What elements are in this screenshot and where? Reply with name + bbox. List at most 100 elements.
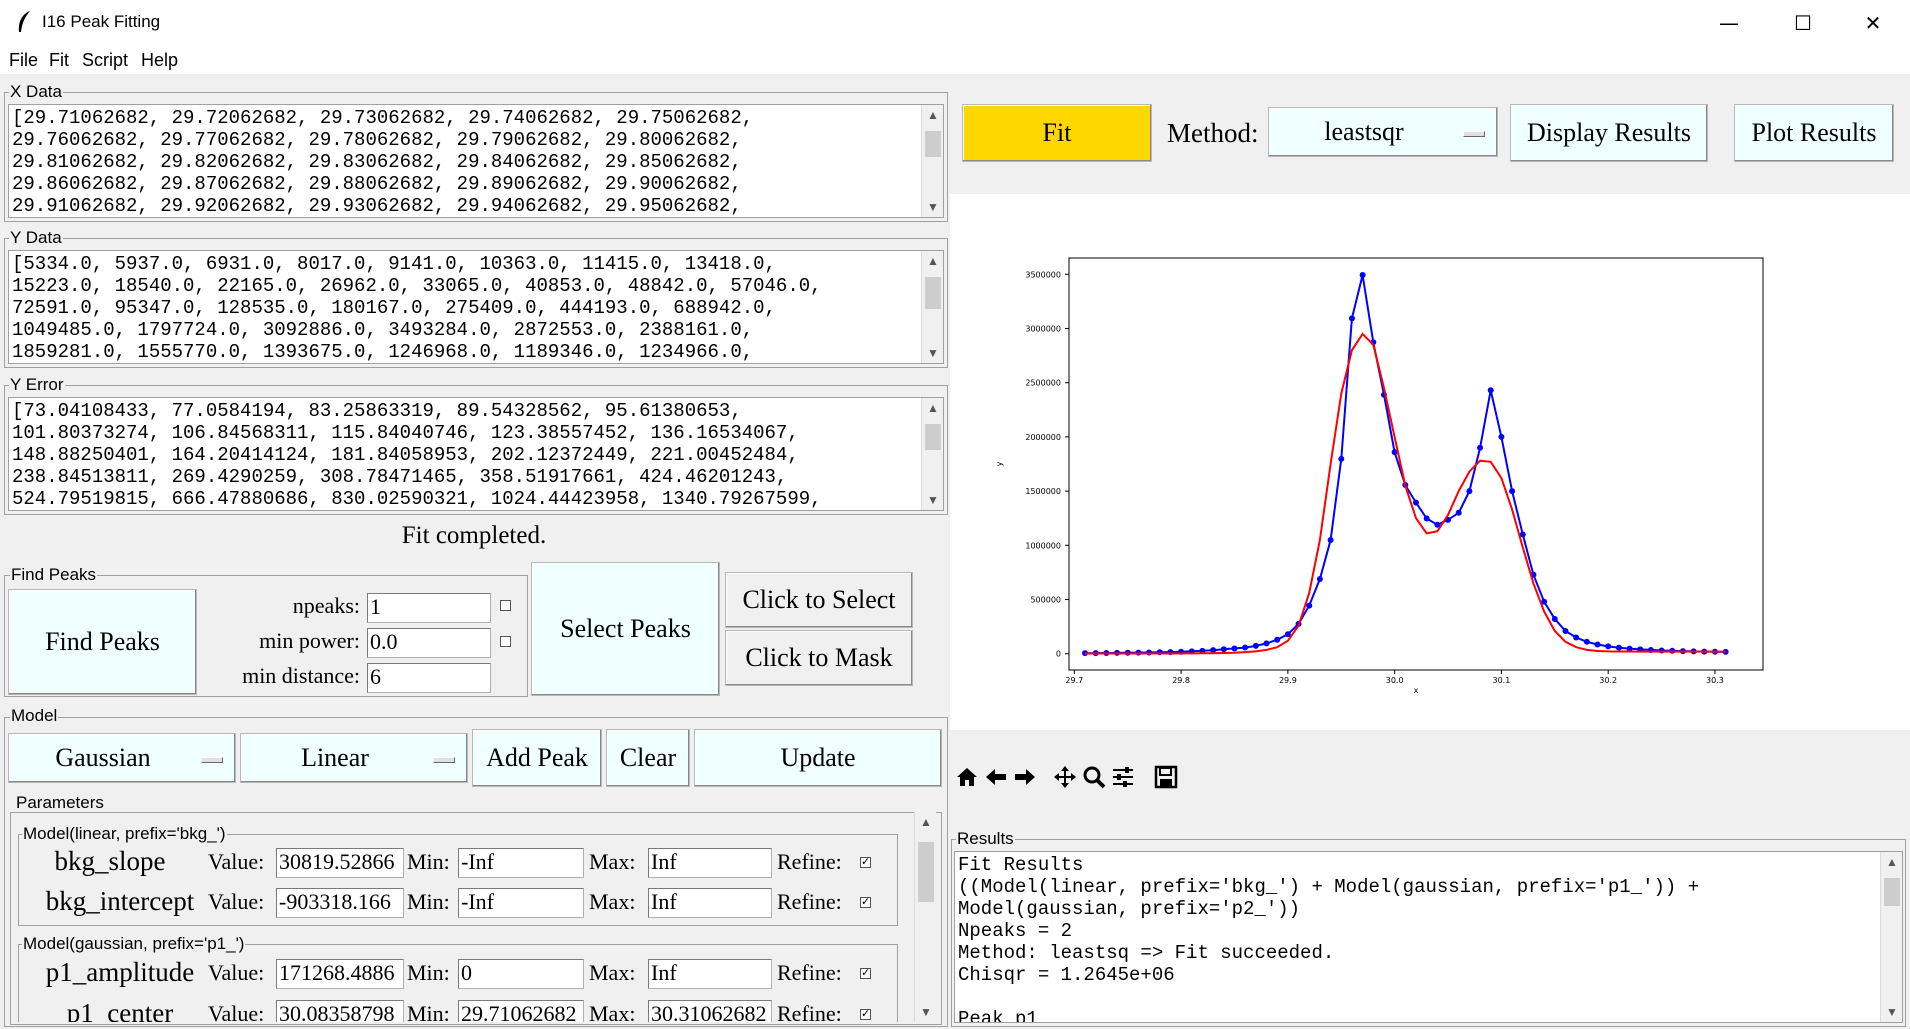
click-to-mask-button[interactable]: Click to Mask: [725, 630, 913, 686]
menu-file[interactable]: File: [9, 50, 39, 70]
forward-icon[interactable]: [1011, 763, 1038, 790]
param-value-input[interactable]: -903318.166: [276, 888, 404, 918]
scroll-down-icon[interactable]: ▼: [1886, 1005, 1898, 1019]
x-data-text: [29.71062682, 29.72062682, 29.73062682, …: [12, 107, 754, 217]
scroll-down-icon[interactable]: ▼: [927, 346, 939, 360]
display-results-button[interactable]: Display Results: [1510, 104, 1708, 162]
scroll-thumb[interactable]: [918, 842, 934, 902]
data-point: [1146, 649, 1153, 656]
scroll-thumb[interactable]: [925, 424, 941, 450]
back-icon[interactable]: [982, 763, 1009, 790]
data-point: [1722, 648, 1729, 655]
data-point: [1551, 616, 1558, 623]
plot-frame: [1068, 257, 1764, 671]
param-max-input[interactable]: 30.31062682: [648, 1000, 772, 1022]
find-peaks-button[interactable]: Find Peaks: [8, 589, 197, 695]
data-point: [1626, 645, 1633, 652]
data-point: [1327, 536, 1334, 543]
param-min-input[interactable]: 29.71062682: [458, 1000, 584, 1022]
param-value-input[interactable]: 30819.52866: [276, 848, 404, 878]
plot-canvas[interactable]: 29.7 29.8 29.9 30.0 30.1 30.2 30.3 0 500000 10000…: [950, 194, 1910, 730]
refine-checkbox[interactable]: ✓: [860, 967, 871, 979]
minimize-icon[interactable]: —: [1719, 11, 1739, 35]
min-distance-input[interactable]: 6: [367, 663, 491, 693]
dropdown-indicator-icon: [1463, 131, 1485, 137]
param-max-input[interactable]: Inf: [648, 888, 772, 918]
refine-checkbox[interactable]: ✓: [860, 896, 871, 908]
param-max-input[interactable]: Inf: [648, 959, 772, 989]
scroll-down-icon[interactable]: ▼: [920, 1005, 932, 1019]
background-model-value: Linear: [301, 743, 369, 772]
scroll-thumb[interactable]: [925, 277, 941, 309]
home-icon[interactable]: [953, 763, 980, 790]
y-data-label: Y Data: [9, 228, 63, 247]
x-tick-label: 29.7: [1065, 676, 1083, 685]
plot-results-button[interactable]: Plot Results: [1734, 104, 1894, 162]
data-point: [1252, 642, 1259, 649]
method-select[interactable]: leastsqr: [1268, 107, 1498, 157]
min-power-checkbox[interactable]: [500, 636, 511, 647]
click-to-select-button[interactable]: Click to Select: [725, 572, 913, 628]
refine-label: Refine:: [777, 849, 842, 874]
scroll-down-icon[interactable]: ▼: [927, 493, 939, 507]
y-data-scrollbar[interactable]: ▲ ▼: [921, 251, 943, 363]
clear-button[interactable]: Clear: [606, 729, 690, 787]
data-point: [1359, 271, 1366, 278]
background-model-select[interactable]: Linear: [240, 733, 468, 783]
select-peaks-button[interactable]: Select Peaks: [531, 562, 720, 696]
zoom-icon[interactable]: [1080, 763, 1107, 790]
menu-help[interactable]: Help: [141, 50, 179, 70]
add-peak-button[interactable]: Add Peak: [472, 729, 602, 787]
model-label: Model: [10, 706, 59, 725]
scroll-thumb[interactable]: [925, 131, 941, 157]
y-error-textbox[interactable]: [73.04108433, 77.0584194, 83.25863319, 8…: [8, 397, 944, 511]
close-icon[interactable]: ✕: [1864, 11, 1882, 35]
maximize-icon[interactable]: ☐: [1794, 11, 1812, 35]
scroll-thumb[interactable]: [1884, 878, 1900, 906]
refine-checkbox[interactable]: ✓: [860, 856, 871, 868]
scroll-up-icon[interactable]: ▲: [927, 254, 939, 268]
y-data-textbox[interactable]: [5334.0, 5937.0, 6931.0, 8017.0, 9141.0,…: [8, 250, 944, 364]
param-value-input[interactable]: 171268.4886: [276, 959, 404, 989]
x-data-textbox[interactable]: [29.71062682, 29.72062682, 29.73062682, …: [8, 104, 944, 218]
update-button[interactable]: Update: [694, 729, 942, 787]
scroll-down-icon[interactable]: ▼: [927, 200, 939, 214]
min-label: Min:: [407, 960, 450, 985]
refine-label: Refine:: [777, 1001, 842, 1022]
param-min-input[interactable]: -Inf: [458, 848, 584, 878]
peak-model-select[interactable]: Gaussian: [8, 733, 236, 783]
menu-bar: File Fit Script Help: [0, 46, 1910, 74]
npeaks-checkbox[interactable]: [500, 600, 511, 611]
results-scrollbar[interactable]: ▲ ▼: [1880, 852, 1902, 1022]
menu-script[interactable]: Script: [82, 50, 129, 70]
data-point: [1487, 387, 1494, 394]
find-peaks-group: [4, 575, 528, 697]
window-title: I16 Peak Fitting: [42, 12, 161, 31]
param-value-input[interactable]: 30.08358798: [276, 1000, 404, 1022]
scroll-up-icon[interactable]: ▲: [920, 815, 932, 829]
param-min-input[interactable]: -Inf: [458, 888, 584, 918]
value-label: Value:: [208, 960, 265, 985]
parameters-scrollbar[interactable]: ▲ ▼: [914, 812, 936, 1022]
scroll-up-icon[interactable]: ▲: [927, 108, 939, 122]
results-textbox[interactable]: Fit Results ((Model(linear, prefix='bkg_…: [954, 851, 1903, 1023]
pan-icon[interactable]: [1051, 763, 1078, 790]
scroll-up-icon[interactable]: ▲: [927, 401, 939, 415]
menu-fit[interactable]: Fit: [49, 50, 69, 70]
param-max-input[interactable]: Inf: [648, 848, 772, 878]
param-min-input[interactable]: 0: [458, 959, 584, 989]
save-icon[interactable]: [1152, 763, 1179, 790]
results-text: Fit Results ((Model(linear, prefix='bkg_…: [958, 854, 1700, 1023]
y-error-scrollbar[interactable]: ▲ ▼: [921, 398, 943, 510]
fit-button[interactable]: Fit: [962, 104, 1152, 162]
data-point: [1338, 455, 1345, 462]
x-data-scrollbar[interactable]: ▲ ▼: [921, 105, 943, 217]
data-point: [1615, 644, 1622, 651]
min-power-input[interactable]: 0.0: [367, 628, 491, 658]
status-text: Fit completed.: [401, 522, 547, 549]
configure-icon[interactable]: [1109, 763, 1136, 790]
scroll-up-icon[interactable]: ▲: [1886, 855, 1898, 869]
data-point: [1274, 636, 1281, 643]
refine-checkbox[interactable]: ✓: [860, 1008, 871, 1020]
npeaks-input[interactable]: 1: [367, 593, 491, 623]
